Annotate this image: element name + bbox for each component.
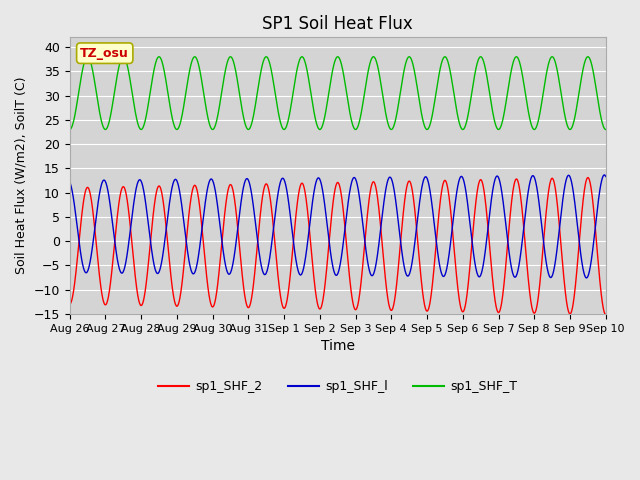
sp1_SHF_l bbox=[353, 180, 361, 186]
sp1_SHF_T bbox=[365, 66, 372, 72]
sp1_SHF_T bbox=[66, 127, 74, 132]
sp1_SHF_l bbox=[554, 236, 562, 241]
Legend: sp1_SHF_2, sp1_SHF_l, sp1_SHF_T: sp1_SHF_2, sp1_SHF_l, sp1_SHF_T bbox=[153, 375, 522, 398]
sp1_SHF_T bbox=[215, 105, 223, 111]
sp1_SHF_2 bbox=[353, 305, 361, 311]
Line: sp1_SHF_T: sp1_SHF_T bbox=[70, 57, 605, 130]
Title: SP1 Soil Heat Flux: SP1 Soil Heat Flux bbox=[262, 15, 413, 33]
sp1_SHF_l bbox=[365, 264, 372, 270]
sp1_SHF_l bbox=[570, 189, 577, 194]
sp1_SHF_2 bbox=[215, 268, 223, 274]
sp1_SHF_l bbox=[600, 172, 608, 178]
Y-axis label: Soil Heat Flux (W/m2), SoilT (C): Soil Heat Flux (W/m2), SoilT (C) bbox=[15, 77, 28, 275]
sp1_SHF_2 bbox=[493, 308, 501, 313]
sp1_SHF_T bbox=[493, 126, 501, 132]
sp1_SHF_2 bbox=[602, 312, 609, 317]
Text: TZ_osu: TZ_osu bbox=[81, 47, 129, 60]
sp1_SHF_T bbox=[353, 126, 361, 132]
sp1_SHF_T bbox=[602, 127, 609, 132]
sp1_SHF_T bbox=[584, 54, 592, 60]
sp1_SHF_T bbox=[570, 121, 577, 127]
sp1_SHF_2 bbox=[554, 212, 562, 217]
sp1_SHF_2 bbox=[365, 201, 372, 206]
sp1_SHF_l bbox=[215, 216, 223, 221]
sp1_SHF_l bbox=[66, 179, 74, 185]
sp1_SHF_T bbox=[554, 73, 562, 79]
Line: sp1_SHF_2: sp1_SHF_2 bbox=[70, 178, 605, 314]
sp1_SHF_2 bbox=[66, 301, 74, 307]
sp1_SHF_2 bbox=[570, 300, 577, 306]
sp1_SHF_2 bbox=[584, 175, 592, 180]
sp1_SHF_l bbox=[582, 275, 590, 281]
sp1_SHF_l bbox=[493, 173, 501, 179]
Line: sp1_SHF_l: sp1_SHF_l bbox=[70, 175, 605, 278]
X-axis label: Time: Time bbox=[321, 339, 355, 353]
sp1_SHF_l bbox=[602, 174, 609, 180]
